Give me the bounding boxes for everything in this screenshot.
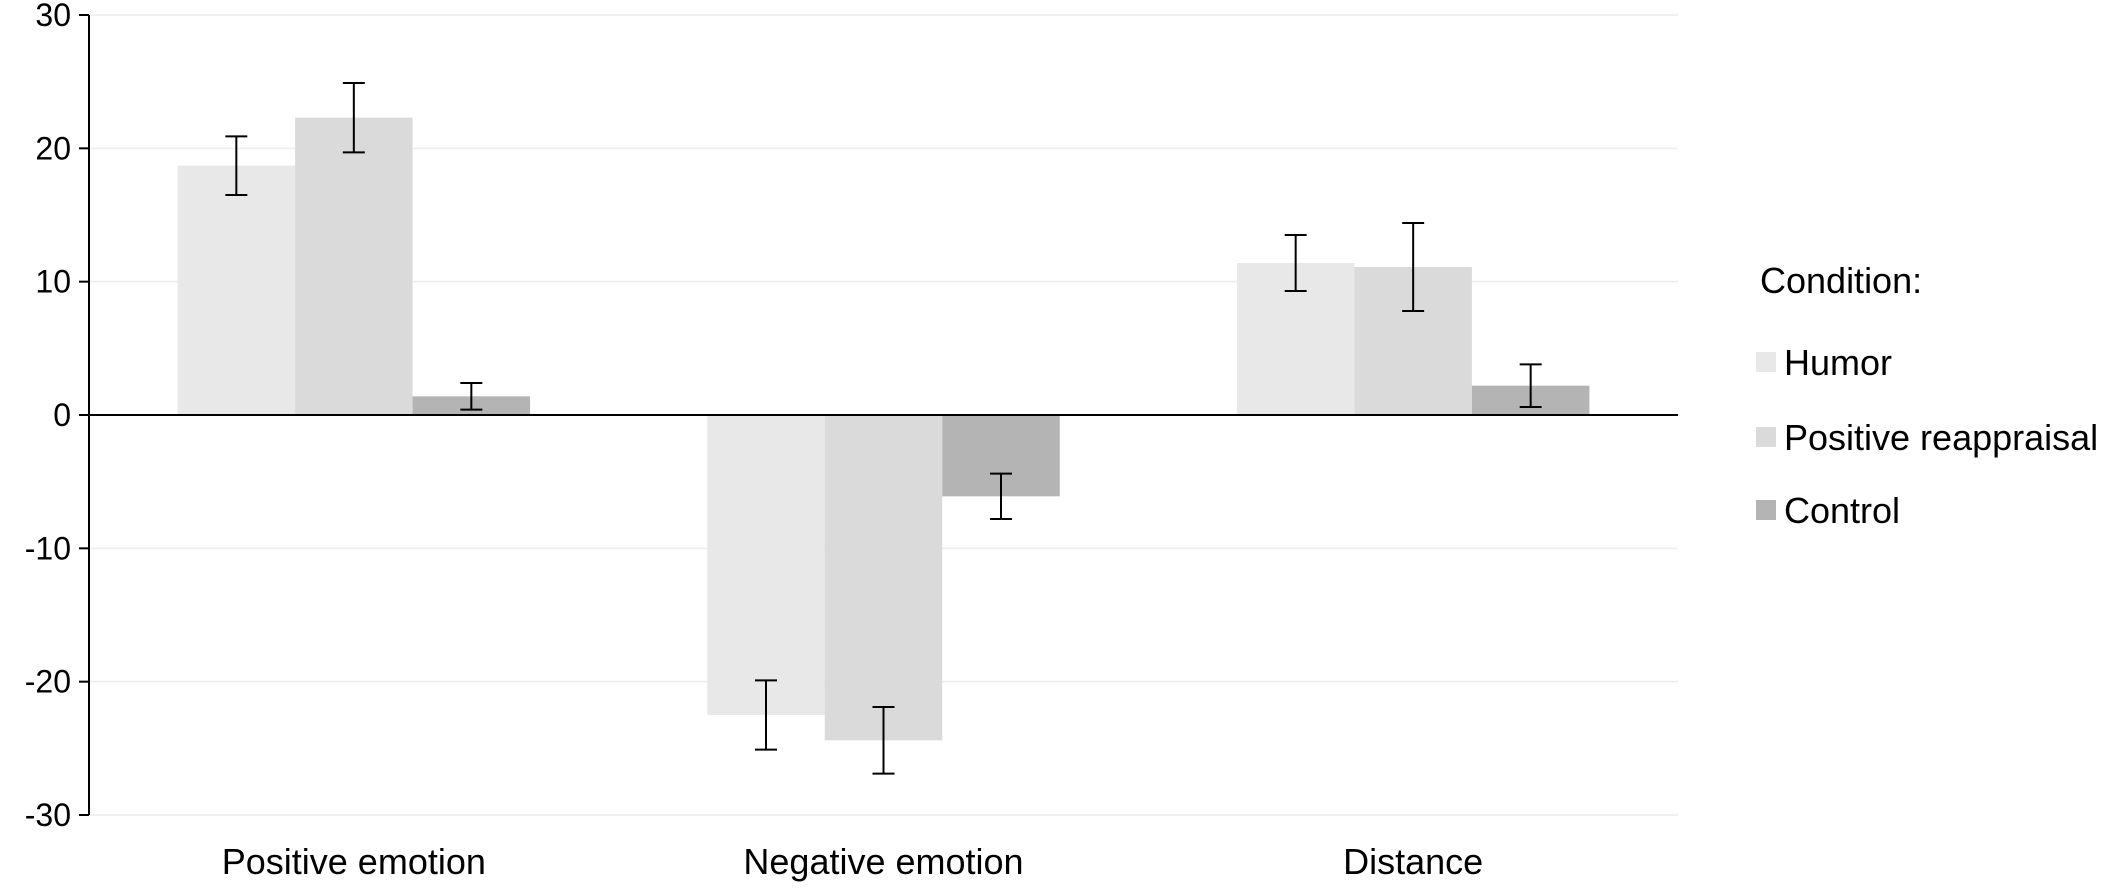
y-tick-label: 20 xyxy=(35,130,71,166)
y-tick-label: 30 xyxy=(35,0,71,33)
legend-item-label: Positive reappraisal xyxy=(1784,417,2098,458)
legend-item-label: Control xyxy=(1784,490,1900,531)
category-label: Negative emotion xyxy=(743,841,1023,882)
y-tick-labels: 30 20 10 0 -10 -20 -30 xyxy=(25,0,89,833)
legend: Condition: Humor Positive reappraisal Cont… xyxy=(1756,260,2098,531)
category-label: Distance xyxy=(1343,841,1483,882)
category-label: Positive emotion xyxy=(222,841,486,882)
legend-swatch xyxy=(1756,427,1776,447)
bar xyxy=(295,117,413,416)
y-tick-label: -10 xyxy=(25,530,71,566)
legend-item-label: Humor xyxy=(1784,342,1892,383)
legend-swatch xyxy=(1756,352,1776,372)
y-tick-label: 10 xyxy=(35,264,71,300)
y-tick-label: 0 xyxy=(53,397,71,433)
bars-layer xyxy=(177,117,1590,741)
y-tick-label: -30 xyxy=(25,797,71,833)
bar xyxy=(177,165,296,415)
error-bars xyxy=(225,82,1542,775)
bar xyxy=(707,415,825,715)
bar xyxy=(824,415,943,741)
legend-title: Condition: xyxy=(1760,260,1922,301)
y-tick-label: -20 xyxy=(25,664,71,700)
category-labels: Positive emotion Negative emotion Distance xyxy=(222,841,1483,882)
legend-swatch xyxy=(1756,500,1776,520)
